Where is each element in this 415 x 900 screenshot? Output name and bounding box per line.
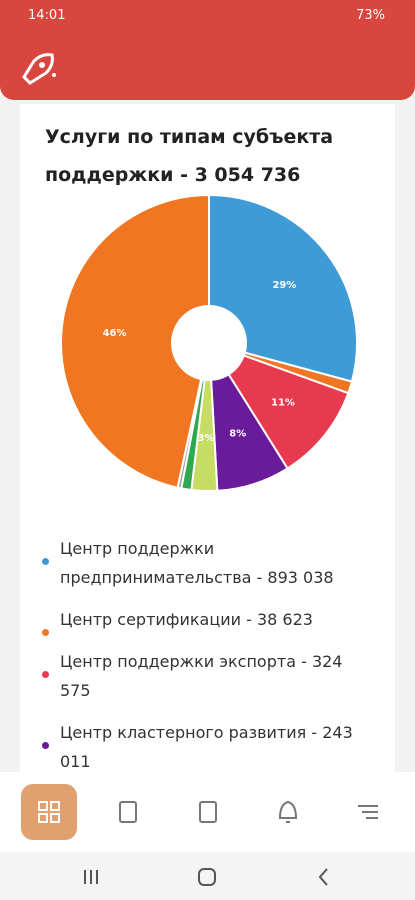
bottom-nav <box>0 772 415 852</box>
pie-slice <box>206 341 350 470</box>
nav-notifications[interactable] <box>278 800 298 823</box>
legend: Центр поддержки предпринимательства - 89… <box>42 534 372 789</box>
recent-button[interactable] <box>84 870 98 884</box>
chart-title: Услуги по типам субъекта поддержки - 3 0… <box>45 126 334 186</box>
back-button[interactable] <box>318 868 328 886</box>
logo[interactable] <box>12 45 72 95</box>
system-buttons <box>84 868 328 886</box>
slice-label: 29% <box>272 280 296 291</box>
legend-label: Центр кластерного развития - 243 011 <box>60 723 353 771</box>
legend-label: Центр поддержки экспорта - 324 575 <box>60 652 343 700</box>
app-header: 14:01 73% <box>0 0 415 100</box>
status-time: 14:01 <box>28 8 66 23</box>
nav-home[interactable] <box>21 784 77 840</box>
legend-label: Центр поддержки предпринимательства - 89… <box>60 539 334 587</box>
legend-item: Центр кластерного развития - 243 011 <box>42 718 372 776</box>
home-button[interactable] <box>198 868 216 886</box>
slice-label: 11% <box>271 398 295 409</box>
pie-chart: 29% 11% 8% 3% 46% <box>60 193 358 492</box>
legend-dot <box>42 671 49 678</box>
legend-item: Центр сертификации - 38 623 <box>42 605 372 636</box>
pie-hole <box>171 305 247 381</box>
slice-label: 46% <box>103 328 127 339</box>
nav-tasks[interactable] <box>119 801 137 823</box>
chart-card: Услуги по типам субъекта поддержки - 3 0… <box>20 104 395 804</box>
legend-dot <box>42 629 49 636</box>
nav-menu[interactable] <box>358 805 378 819</box>
legend-dot <box>42 742 49 749</box>
nav-icons <box>21 784 378 840</box>
pie-slice <box>60 193 210 489</box>
system-nav <box>0 852 415 900</box>
legend-label: Центр сертификации - 38 623 <box>60 610 313 629</box>
legend-item: Центр поддержки предпринимательства - 89… <box>42 534 372 592</box>
slice-label: 8% <box>229 429 246 440</box>
status-battery: 73% <box>356 8 385 23</box>
legend-item: Центр поддержки экспорта - 324 575 <box>42 647 372 705</box>
nav-docs[interactable] <box>199 801 217 823</box>
slice-label: 3% <box>198 433 215 444</box>
legend-dot <box>42 558 49 565</box>
